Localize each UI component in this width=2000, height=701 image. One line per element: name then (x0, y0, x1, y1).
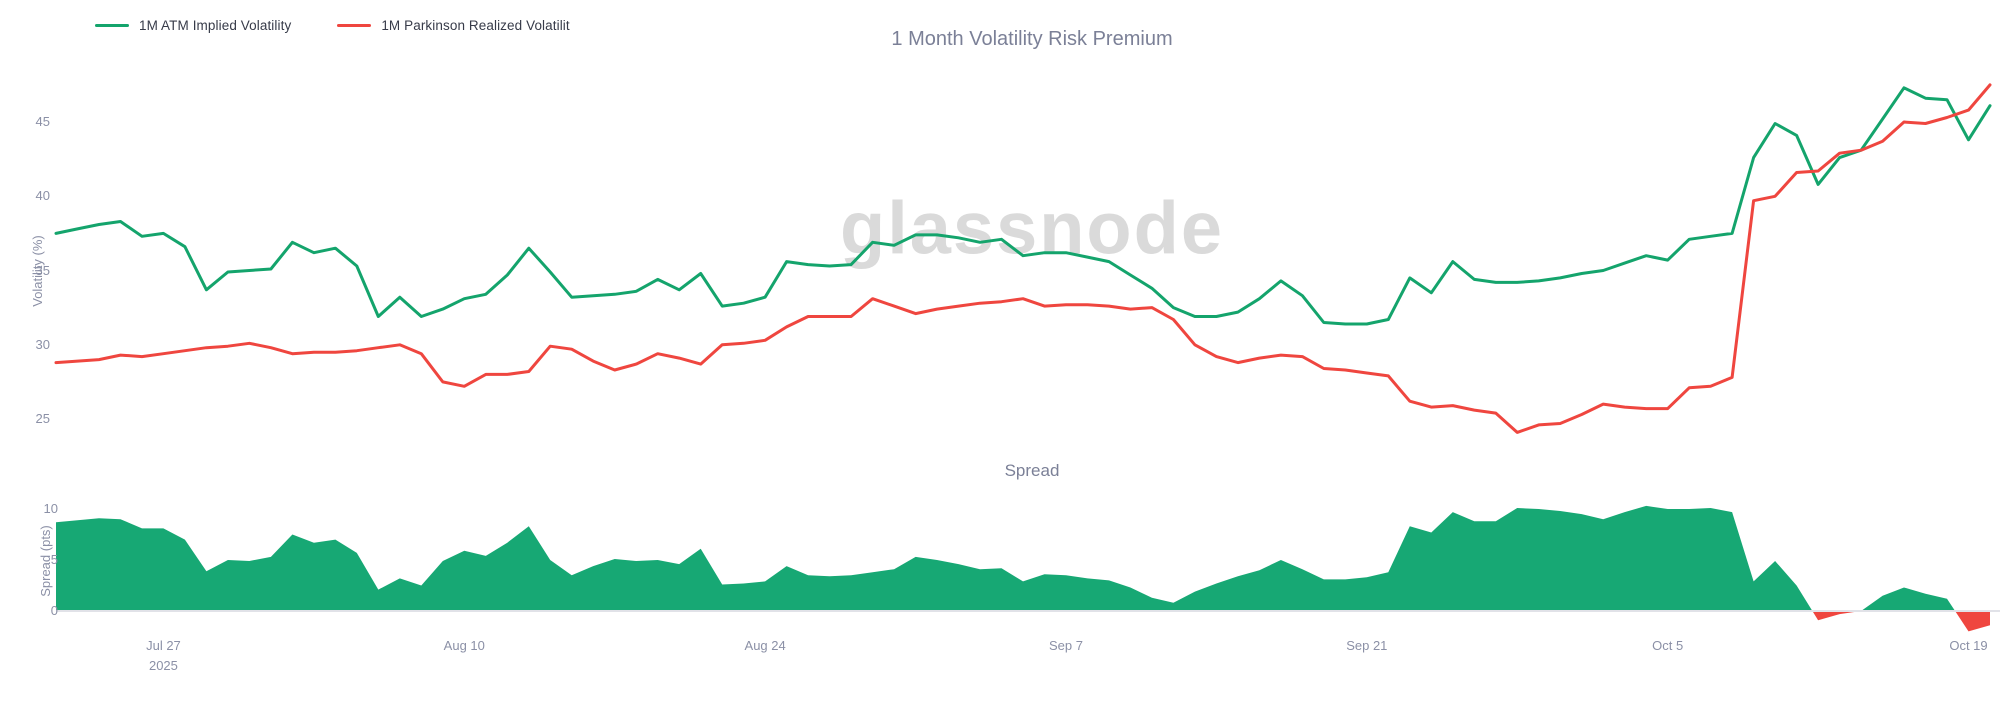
x-tick-label: Oct 5 (1652, 638, 1684, 653)
vol-y-tick-label: 35 (35, 262, 50, 278)
vol-y-tick-label: 40 (35, 188, 50, 204)
x-tick-label: Aug 10 (443, 638, 485, 653)
x-tick-label: Oct 19 (1949, 638, 1988, 653)
x-tick-label: Sep 7 (1048, 638, 1083, 653)
legend-item-implied-volatility[interactable]: 1M ATM Implied Volatility (95, 18, 291, 33)
spread-subplot-title: Spread (1004, 461, 1060, 480)
vol-y-tick-label: 30 (35, 336, 50, 352)
legend-item-realized-volatility[interactable]: 1M Parkinson Realized Volatilit (337, 18, 570, 33)
legend-label-realized: 1M Parkinson Realized Volatilit (381, 18, 570, 33)
x-tick-label: Sep 21 (1346, 638, 1388, 653)
x-tick-label: Jul 27 (146, 638, 181, 653)
vol-y-tick-label: 25 (35, 411, 50, 426)
vol-y-tick-label: 45 (35, 114, 50, 129)
realized-volatility-line-swatch (337, 24, 372, 27)
x-tick-year-label: 2025 (148, 658, 178, 673)
spread-negative-area[interactable] (56, 611, 1990, 632)
chart-title: 1 Month Volatility Risk Premium (891, 28, 1173, 50)
implied-volatility-line[interactable] (54, 86, 1992, 326)
realized-volatility-line[interactable] (54, 83, 1992, 434)
x-tick-label: Aug 24 (744, 638, 786, 653)
spread-y-tick-label: 10 (43, 501, 58, 516)
legend: 1M ATM Implied Volatility 1M Parkinson R… (95, 18, 570, 33)
spread-positive-area[interactable] (56, 505, 1990, 611)
spread-y-tick-label: 0 (50, 603, 58, 618)
implied-volatility-line-swatch (95, 24, 129, 27)
spread-y-tick-label: 5 (50, 552, 58, 567)
legend-label-implied: 1M ATM Implied Volatility (139, 18, 292, 33)
